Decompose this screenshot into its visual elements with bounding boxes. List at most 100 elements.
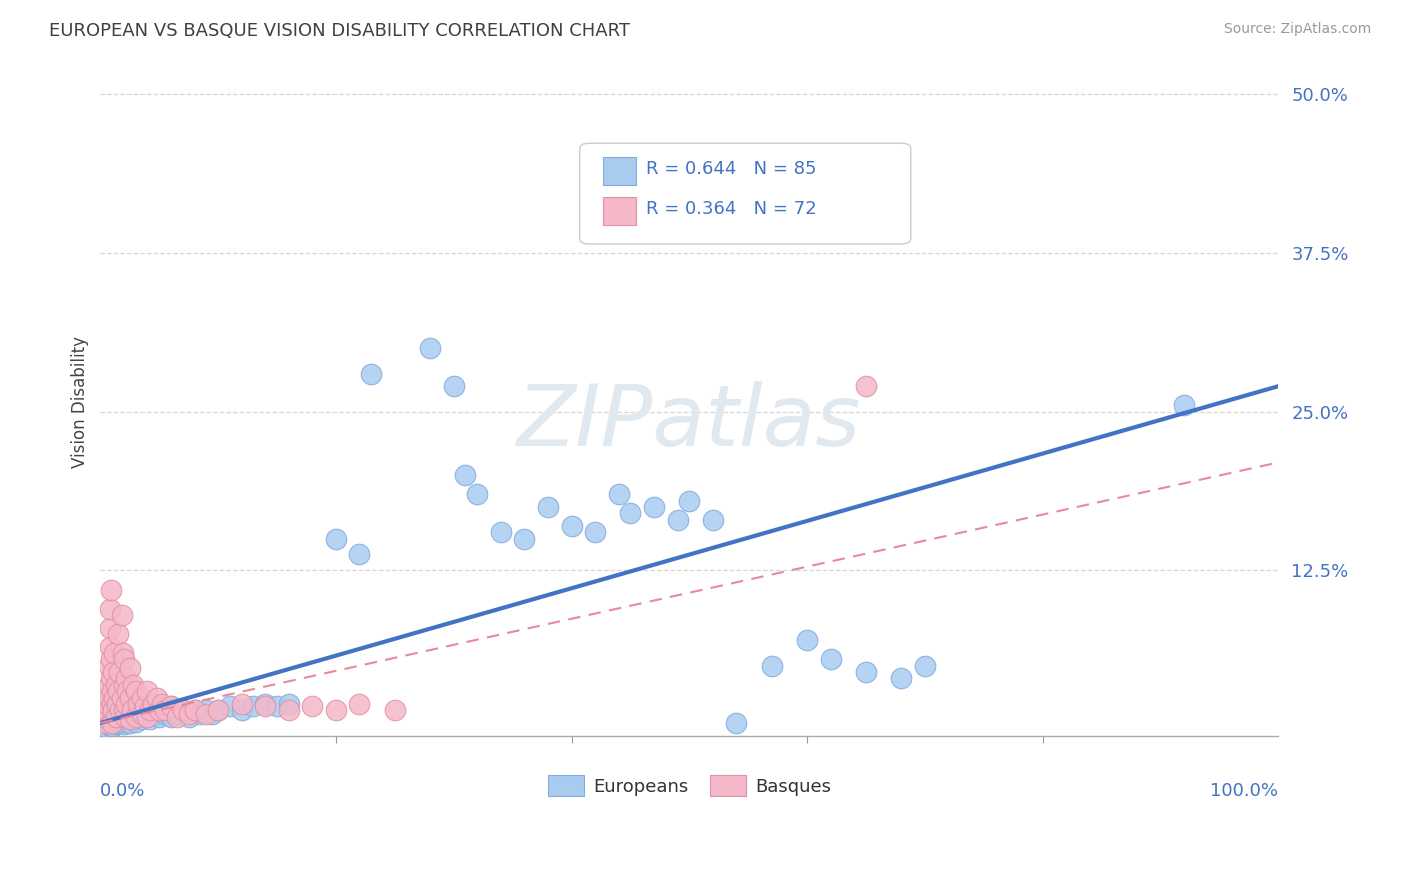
Point — [100, 672, 122, 686]
Point — [131, 703, 153, 717]
Point — [97, 678, 120, 692]
Point — [148, 699, 170, 714]
Point — [93, 716, 115, 731]
Y-axis label: Vision Disability: Vision Disability — [72, 336, 89, 468]
Point — [583, 525, 606, 540]
Point — [105, 697, 128, 711]
Point — [207, 703, 229, 717]
Point — [125, 707, 148, 722]
Point — [142, 697, 165, 711]
Point — [110, 712, 132, 726]
Text: 100.0%: 100.0% — [1211, 782, 1278, 800]
Point — [702, 513, 724, 527]
Point — [101, 699, 124, 714]
Point — [150, 697, 173, 711]
Point — [139, 703, 162, 717]
Point — [242, 699, 264, 714]
Point — [103, 665, 125, 680]
Point — [120, 703, 142, 717]
Point — [97, 690, 120, 705]
Point — [454, 468, 477, 483]
Point — [101, 714, 124, 728]
Point — [110, 607, 132, 622]
Point — [666, 513, 689, 527]
Point — [107, 714, 129, 729]
Point — [266, 699, 288, 714]
Point — [725, 716, 748, 731]
Point — [136, 709, 159, 723]
Point — [136, 684, 159, 698]
Point — [195, 703, 218, 717]
Point — [201, 707, 224, 722]
Point — [761, 658, 783, 673]
Point — [107, 709, 129, 723]
Point — [96, 720, 118, 734]
Point — [97, 658, 120, 673]
Point — [231, 703, 253, 717]
Point — [121, 703, 143, 717]
Point — [98, 718, 121, 732]
Text: EUROPEAN VS BASQUE VISION DISABILITY CORRELATION CHART: EUROPEAN VS BASQUE VISION DISABILITY COR… — [49, 22, 630, 40]
Point — [127, 709, 149, 723]
Point — [98, 621, 121, 635]
Point — [96, 703, 118, 717]
Point — [195, 707, 218, 722]
Point — [183, 703, 205, 717]
Point — [104, 709, 127, 723]
Point — [537, 500, 560, 514]
Point — [166, 707, 188, 722]
FancyBboxPatch shape — [603, 197, 637, 226]
Point — [101, 712, 124, 726]
Point — [513, 532, 536, 546]
Point — [101, 703, 124, 717]
Point — [146, 690, 169, 705]
Point — [231, 697, 253, 711]
Point — [118, 661, 141, 675]
Point — [112, 707, 135, 722]
Point — [349, 547, 371, 561]
Point — [301, 699, 323, 714]
Point — [117, 684, 139, 698]
Point — [100, 582, 122, 597]
Point — [100, 716, 122, 731]
Point — [114, 714, 136, 729]
Point — [160, 699, 183, 714]
Point — [122, 712, 145, 726]
Point — [146, 707, 169, 722]
Point — [111, 646, 134, 660]
Point — [136, 699, 159, 714]
Point — [360, 367, 382, 381]
Text: 0.0%: 0.0% — [100, 782, 146, 800]
Point — [796, 633, 818, 648]
Point — [855, 379, 877, 393]
Point — [110, 690, 132, 705]
Point — [560, 519, 582, 533]
Point — [118, 712, 141, 726]
Point — [254, 699, 277, 714]
Point — [98, 640, 121, 654]
Point — [115, 697, 138, 711]
Point — [277, 703, 299, 717]
Point — [115, 672, 138, 686]
Point — [890, 672, 912, 686]
Point — [101, 709, 124, 723]
Point — [190, 707, 212, 722]
Point — [150, 703, 173, 717]
Point — [101, 707, 124, 722]
Point — [443, 379, 465, 393]
Point — [108, 665, 131, 680]
Point — [125, 714, 148, 729]
Point — [103, 646, 125, 660]
Point — [172, 703, 194, 717]
Point — [100, 652, 122, 666]
Point — [134, 699, 156, 714]
Point — [855, 665, 877, 680]
Point — [153, 703, 176, 717]
Point — [162, 703, 184, 717]
Point — [110, 703, 132, 717]
Point — [118, 690, 141, 705]
Point — [127, 697, 149, 711]
Point — [105, 717, 128, 731]
Point — [325, 703, 347, 717]
Point — [125, 709, 148, 723]
